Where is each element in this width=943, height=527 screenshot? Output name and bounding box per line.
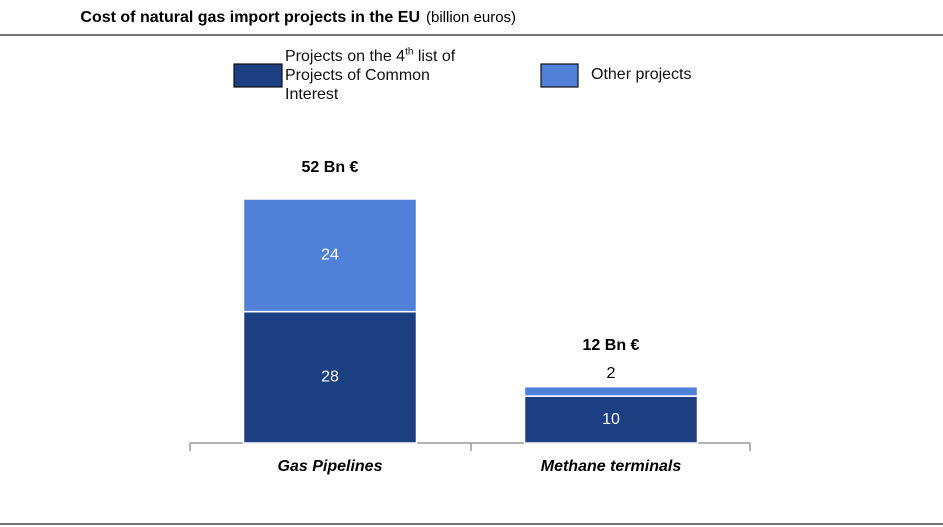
value-label: 2 <box>607 365 616 382</box>
value-label: 28 <box>321 369 339 386</box>
total-label: 52 Bn € <box>302 159 359 176</box>
bar-segment <box>242 310 418 444</box>
value-label: 24 <box>321 247 339 264</box>
legend-label: Other projects <box>591 66 692 83</box>
legend-swatch <box>233 63 283 88</box>
bar-segment <box>523 395 699 444</box>
chart-subtitle: (billion euros) <box>426 9 516 26</box>
legend-swatch <box>540 63 579 88</box>
legend-label: Projects on the 4th list of Projects of … <box>285 46 456 103</box>
x-tick-label: Methane terminals <box>541 458 682 475</box>
x-tick-label: Gas Pipelines <box>278 458 383 475</box>
bar-segment <box>242 198 418 313</box>
bar-segment <box>523 385 699 397</box>
chart-title: Cost of natural gas import projects in t… <box>80 9 420 26</box>
total-label: 12 Bn € <box>583 337 640 354</box>
value-label: 10 <box>602 411 620 428</box>
